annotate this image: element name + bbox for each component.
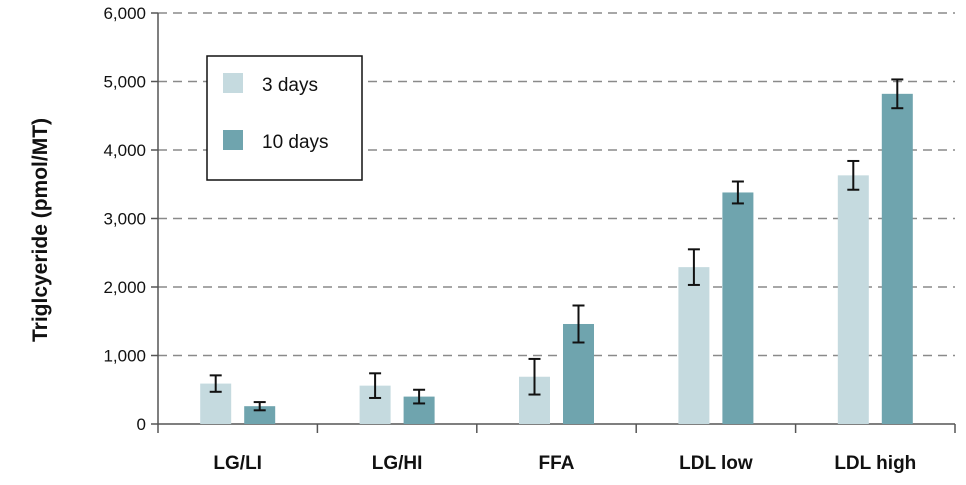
legend-label-3-days: 3 days	[262, 75, 318, 96]
y-axis-title: Triglcyeride (pmol/MT)	[29, 118, 52, 342]
error-bars	[209, 78, 904, 412]
bar	[881, 93, 913, 424]
bar	[722, 192, 754, 424]
category-label: LG/HI	[372, 453, 423, 474]
grid-lines	[158, 12, 955, 357]
category-label: LDL low	[679, 453, 753, 474]
y-tick-label: 2,000	[103, 278, 146, 297]
y-tick-label: 4,000	[103, 141, 146, 160]
bars	[200, 93, 913, 424]
legend-swatch-10-days	[223, 130, 243, 150]
legend-swatch-3-days	[223, 73, 243, 93]
y-tick-label: 6,000	[103, 4, 146, 23]
y-tick-label: 5,000	[103, 73, 146, 92]
category-label: LDL high	[834, 453, 916, 474]
y-tick-label: 3,000	[103, 210, 146, 229]
tick-labels: 0 1,000 2,000 3,000 4,000 5,000 6,000	[103, 4, 146, 434]
bar	[837, 175, 869, 424]
legend-label-10-days: 10 days	[262, 132, 329, 153]
category-label: FFA	[539, 453, 575, 474]
legend: 3 days 10 days	[206, 55, 363, 181]
category-label: LG/LI	[213, 453, 262, 474]
bar	[244, 406, 276, 424]
axes	[151, 12, 956, 433]
y-tick-label: 0	[137, 415, 146, 434]
y-tick-label: 1,000	[103, 347, 146, 366]
bar	[678, 267, 710, 424]
category-labels: LG/LI LG/HI FFA LDL low LDL high	[213, 453, 916, 474]
